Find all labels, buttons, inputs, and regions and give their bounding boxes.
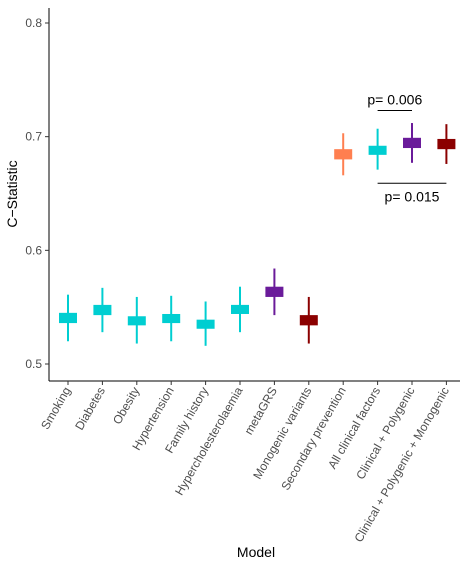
y-tick-label: 0.6 [25, 243, 42, 257]
estimate-box [265, 286, 284, 297]
x-tick-label: Secondary prevention [278, 385, 348, 493]
estimate-box [93, 304, 112, 316]
y-tick-label: 0.7 [25, 130, 42, 144]
estimate-box [127, 316, 146, 326]
x-tick-label: Diabetes [72, 385, 108, 433]
estimate-box [368, 145, 387, 155]
p-value-label: p= 0.015 [385, 188, 440, 204]
estimate-box [162, 313, 181, 324]
x-axis-title: Model [237, 544, 275, 560]
x-tick-label: Hypercholesterolaemia [172, 384, 246, 498]
estimate-box [437, 138, 456, 150]
x-tick-label: Smoking [38, 385, 73, 432]
y-tick-label: 0.5 [25, 357, 42, 371]
x-tick-label: Obesity [110, 385, 142, 427]
estimate-box [196, 319, 215, 329]
estimate-box [231, 304, 249, 314]
y-tick-label: 0.8 [25, 16, 42, 30]
y-axis-title: C−Statistic [4, 160, 20, 227]
p-value-label: p= 0.006 [367, 92, 422, 108]
estimate-box [334, 149, 353, 160]
x-tick-label: metaGRS [242, 385, 280, 438]
estimate-box [299, 315, 318, 326]
estimate-box [59, 312, 77, 324]
estimate-box [403, 137, 421, 149]
